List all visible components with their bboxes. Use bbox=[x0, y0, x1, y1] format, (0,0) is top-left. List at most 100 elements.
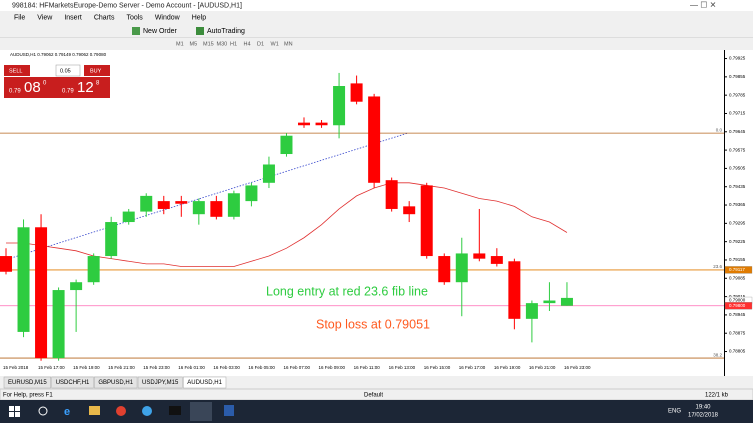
candle-body bbox=[175, 201, 188, 204]
timeframe-button[interactable]: M30 bbox=[217, 41, 228, 47]
timeframe-button[interactable]: M5 bbox=[190, 41, 198, 47]
sell-header[interactable] bbox=[4, 65, 30, 76]
sell-price-prefix: 0.79 bbox=[9, 89, 21, 95]
x-tick-label: 16 Feb 21:00 bbox=[529, 365, 556, 370]
chart-tab-label[interactable]: USDCHF,H1 bbox=[56, 380, 90, 386]
candle-body bbox=[157, 201, 170, 209]
menu-item[interactable]: Tools bbox=[126, 14, 143, 21]
menu-item[interactable]: Window bbox=[155, 14, 181, 21]
candle-body bbox=[87, 256, 100, 283]
window-title: 998184: HFMarketsEurope-Demo Server - De… bbox=[12, 2, 242, 9]
timeframe-button[interactable]: D1 bbox=[257, 41, 264, 47]
candle-body bbox=[245, 185, 258, 202]
candle-body bbox=[192, 201, 205, 215]
y-tick-label: 0.79715 bbox=[729, 111, 746, 116]
word-icon[interactable] bbox=[224, 405, 234, 416]
x-tick-label: 16 Feb 07:00 bbox=[283, 365, 310, 370]
status-profile: Default bbox=[364, 393, 383, 399]
window-controls[interactable]: — ☐ ✕ bbox=[690, 1, 716, 10]
new-order-button[interactable]: New Order bbox=[143, 28, 178, 35]
fib-label: 38.2 bbox=[713, 352, 722, 357]
x-tick-label: 15 Feb 21:00 bbox=[108, 365, 135, 370]
timeframe-button[interactable]: M15 bbox=[203, 41, 214, 47]
menu-item[interactable]: Charts bbox=[94, 14, 115, 21]
candle-body bbox=[420, 185, 433, 257]
timeframe-button[interactable]: W1 bbox=[271, 41, 279, 47]
candle-body bbox=[140, 195, 153, 212]
candle-body bbox=[315, 122, 328, 126]
lot-box[interactable] bbox=[55, 64, 81, 77]
menu-item[interactable]: File bbox=[14, 14, 25, 21]
status-traffic: 122/1 kb bbox=[705, 393, 729, 399]
candle-body bbox=[210, 201, 223, 217]
chart-tab[interactable] bbox=[51, 376, 94, 389]
menu-item[interactable]: View bbox=[37, 14, 53, 21]
sell-button[interactable]: SELL bbox=[9, 68, 22, 74]
candle-body bbox=[122, 211, 135, 223]
candle-body bbox=[525, 303, 538, 319]
candle-body bbox=[543, 300, 556, 304]
taskbar-lang: ENG bbox=[668, 409, 681, 415]
media-icon[interactable] bbox=[169, 406, 181, 415]
chart-tab[interactable] bbox=[137, 376, 183, 389]
edge-icon[interactable]: e bbox=[64, 406, 70, 418]
autotrading-button[interactable]: AutoTrading bbox=[207, 28, 245, 35]
fib-label: 0.0 bbox=[716, 127, 723, 132]
buy-price-big: 12 bbox=[77, 79, 94, 96]
y-tick-label: 0.79645 bbox=[729, 129, 746, 134]
chart-tab-label[interactable]: AUDUSD,H1 bbox=[187, 380, 222, 386]
y-tick-label: 0.79575 bbox=[729, 147, 746, 152]
chart-tab-label[interactable]: EURUSD,M15 bbox=[8, 380, 47, 386]
start-button[interactable] bbox=[9, 406, 20, 417]
explorer-icon[interactable] bbox=[89, 406, 100, 415]
buy-button[interactable]: BUY bbox=[90, 68, 102, 74]
price-tag-label: 0.79800 bbox=[729, 303, 746, 308]
x-tick-label: 16 Feb 19:00 bbox=[494, 365, 521, 370]
buy-price-box[interactable] bbox=[57, 77, 110, 98]
y-tick-label: 0.79505 bbox=[729, 166, 746, 171]
timeframe-button[interactable]: H1 bbox=[230, 41, 237, 47]
chart-tab[interactable] bbox=[3, 376, 51, 389]
y-tick-label: 0.79225 bbox=[729, 239, 746, 244]
buy-header[interactable] bbox=[84, 65, 110, 76]
autotrading-icon[interactable] bbox=[196, 27, 204, 35]
price-tag-label: 0.79000 bbox=[729, 298, 746, 303]
x-tick-label: 15 Feb 19:00 bbox=[73, 365, 100, 370]
chart-tab-label[interactable]: GBPUSD,H1 bbox=[98, 380, 133, 386]
x-tick-label: 15 Feb 23:00 bbox=[143, 365, 170, 370]
y-tick-label: 0.79785 bbox=[729, 92, 746, 97]
price-tag bbox=[724, 266, 753, 274]
menu-item[interactable]: Insert bbox=[64, 14, 82, 21]
chart-tab[interactable] bbox=[183, 376, 227, 389]
y-tick-label: 0.78875 bbox=[729, 330, 746, 335]
timeframe-button[interactable]: M1 bbox=[176, 41, 184, 47]
chart-tab-label[interactable]: USDJPY,M15 bbox=[142, 380, 179, 386]
timeframe-button[interactable]: MN bbox=[284, 41, 293, 47]
chart-tab[interactable] bbox=[94, 376, 138, 389]
candle-body bbox=[227, 193, 240, 217]
search-icon[interactable] bbox=[38, 406, 48, 416]
candle-body bbox=[280, 135, 293, 155]
sell-price-sup: 0 bbox=[43, 81, 47, 87]
lot-size: 0.05 bbox=[60, 68, 71, 74]
candle-body bbox=[508, 261, 521, 319]
menu-item[interactable]: Help bbox=[192, 14, 207, 21]
annotation: Stop loss at 0.79051 bbox=[316, 317, 430, 331]
candle-body bbox=[0, 256, 12, 272]
chrome-icon[interactable] bbox=[116, 406, 126, 416]
x-tick-label: 15 Feb 2018 bbox=[3, 365, 29, 370]
new-order-icon[interactable] bbox=[132, 27, 140, 35]
timeframe-button[interactable]: H4 bbox=[244, 41, 251, 47]
mt4-taskbar-item[interactable] bbox=[190, 402, 212, 421]
sell-price-box[interactable] bbox=[4, 77, 57, 98]
buy-price-sup: 8 bbox=[96, 81, 100, 87]
sell-price-big: 08 bbox=[24, 79, 41, 96]
price-tag-label: 0.79117 bbox=[729, 267, 745, 272]
app-icon[interactable] bbox=[142, 406, 152, 416]
y-tick-label: 0.79295 bbox=[729, 221, 746, 226]
trend-line bbox=[4, 132, 409, 261]
taskbar bbox=[0, 400, 753, 423]
y-tick-label: 0.79365 bbox=[729, 202, 746, 207]
